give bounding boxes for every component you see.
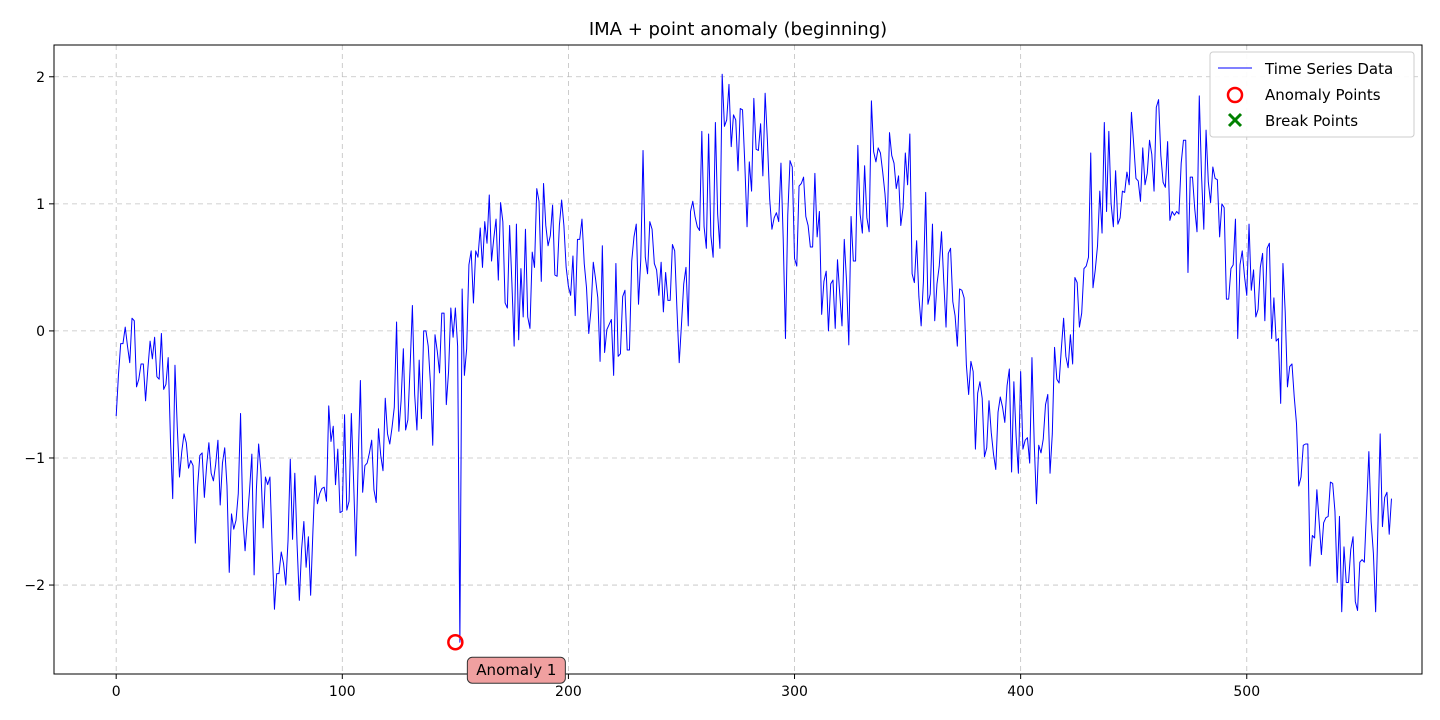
legend-label-break: Break Points [1265, 112, 1358, 130]
legend: Time Series Data Anomaly Points Break Po… [1209, 51, 1415, 138]
y-tick-label: −2 [24, 578, 45, 594]
x-tick-label: 400 [1007, 684, 1034, 700]
annotation-layer: Anomaly 1 [466, 656, 566, 684]
y-tick-label: 0 [36, 324, 45, 340]
series-layer [115, 73, 1392, 643]
x-tick-label: 200 [555, 684, 582, 700]
legend-anomaly-marker [1226, 86, 1244, 104]
legend-label-anomaly: Anomaly Points [1265, 86, 1381, 104]
x-tick-label: 300 [781, 684, 808, 700]
y-tick-label: −1 [24, 451, 45, 467]
annotation-label: Anomaly 1 [476, 661, 556, 679]
legend-label-time-series: Time Series Data [1264, 60, 1393, 78]
marker-layer [447, 633, 464, 651]
y-tick-label: 2 [36, 70, 45, 86]
x-tick-label: 100 [329, 684, 356, 700]
y-tick-label: 1 [36, 197, 45, 213]
series-line [115, 73, 1392, 643]
grid [54, 45, 1422, 674]
x-tick-label: 0 [112, 684, 121, 700]
legend-break-marker [1227, 112, 1243, 128]
chart-title: IMA + point anomaly (beginning) [589, 19, 887, 40]
x-axis-ticks: 0 100 200 300 400 500 [112, 674, 1260, 700]
anomaly-point [447, 633, 464, 651]
y-axis-ticks: −2 −1 0 1 2 [24, 70, 54, 594]
plot-frame [53, 44, 1423, 675]
x-tick-label: 500 [1233, 684, 1260, 700]
annotation-box [466, 656, 566, 684]
legend-box [1209, 51, 1415, 138]
